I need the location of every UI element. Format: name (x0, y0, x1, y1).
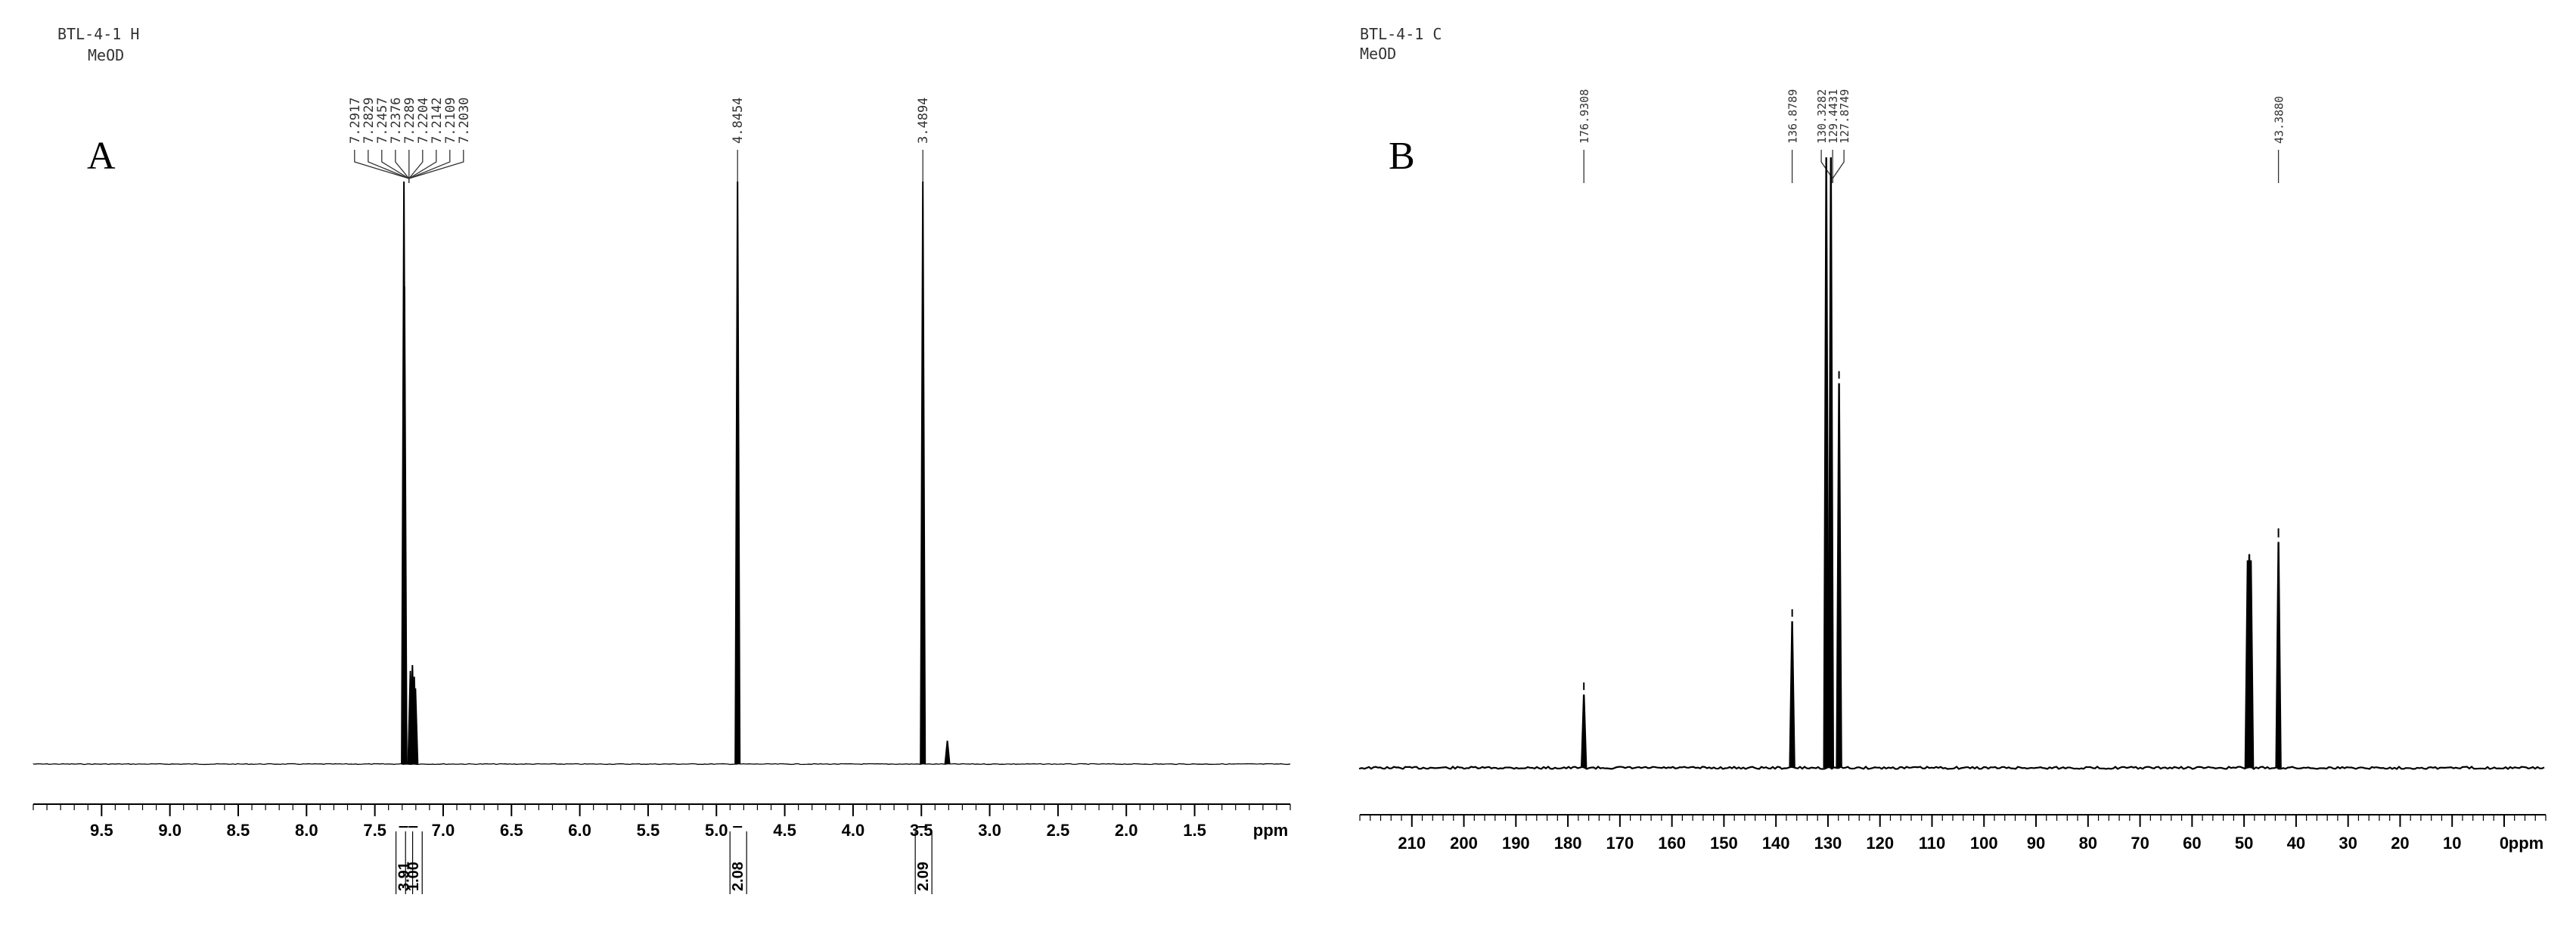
tick-label: 180 (1554, 834, 1582, 853)
spectrum-peak (1827, 157, 1834, 769)
tick-label: 6.5 (500, 821, 523, 840)
peak-label: 7.2289 (402, 98, 417, 144)
tick-label: 200 (1450, 834, 1478, 853)
tick-label: 8.0 (295, 821, 318, 840)
integral-value: 2.09 (915, 862, 932, 891)
tick-label: 50 (2235, 834, 2253, 853)
panel-a-peak-labels: 7.29177.28297.24577.23767.22897.22047.21… (348, 98, 931, 183)
peak-label: 130.3282 (1815, 89, 1829, 144)
tick-label: 2.0 (1115, 821, 1138, 840)
tick-label: 120 (1866, 834, 1894, 853)
panel-a-letter: A (87, 135, 116, 178)
tick-label: 210 (1398, 834, 1426, 853)
tick-label: 0 (2500, 834, 2509, 853)
carbon-nmr-panel: BTL-4-1 C MeOD B 176.9308 136.8789 130.328… (1358, 25, 2547, 853)
panel-b-peak-labels: 176.9308 136.8789 130.3282129.4431127.8749… (1578, 89, 2286, 183)
spectrum-peak (920, 181, 926, 765)
tick-label: 7.0 (432, 821, 455, 840)
peak-label: 7.2204 (416, 98, 431, 144)
peak-label: 129.4431 (1826, 89, 1840, 144)
panel-a-header-line-2: MeOD (88, 46, 124, 64)
tick-label: 40 (2287, 834, 2305, 853)
axis-unit-label: ppm (2509, 834, 2543, 853)
integral-value: 2.08 (730, 862, 746, 891)
spectrum-peak (1789, 621, 1795, 769)
spectrum-baseline (1358, 765, 2545, 770)
peak-label-connector (408, 150, 464, 183)
tick-label: 70 (2131, 834, 2149, 853)
tick-label: 30 (2339, 834, 2357, 853)
tick-label: 5.5 (637, 821, 660, 840)
tick-label: 20 (2391, 834, 2409, 853)
spectrum-peak (2247, 560, 2255, 769)
spectrum-peak (944, 741, 951, 765)
tick-label: 4.5 (773, 821, 796, 840)
spectrum-peak (2275, 542, 2282, 769)
integral-value: 1.00 (405, 862, 422, 891)
tick-label: 170 (1606, 834, 1634, 853)
tick-label: 130 (1814, 834, 1842, 853)
spectrum-peak (1836, 383, 1842, 769)
peak-label: 7.2109 (443, 98, 458, 144)
panel-b-header-line-2: MeOD (1360, 45, 1396, 63)
tick-label: 140 (1762, 834, 1790, 853)
panel-a-integrals: 3.911.00 2.08 2.09 (395, 826, 933, 894)
panel-a-header-line-1: BTL-4-1 H (57, 25, 139, 43)
panel-b-letter: B (1389, 135, 1415, 178)
tick-label: 160 (1658, 834, 1686, 853)
tick-label: 90 (2027, 834, 2045, 853)
axis-unit-label: ppm (1253, 821, 1288, 840)
tick-label: 4.0 (842, 821, 865, 840)
peak-label: 3.4894 (916, 98, 931, 144)
tick-label: 6.0 (568, 821, 591, 840)
peak-label: 7.2829 (362, 98, 377, 144)
peak-label: 7.2142 (430, 98, 445, 144)
tick-label: 190 (1502, 834, 1530, 853)
tick-label: 100 (1970, 834, 1998, 853)
tick-label: 1.5 (1183, 821, 1206, 840)
peak-label-connector (1832, 150, 1845, 183)
peak-label: 7.2457 (375, 98, 390, 144)
tick-label: 3.0 (978, 821, 1001, 840)
tick-label: 9.0 (158, 821, 182, 840)
panel-b-header-line-1: BTL-4-1 C (1360, 25, 1442, 43)
tick-label: 10 (2443, 834, 2461, 853)
integral-value: 3.91 (396, 862, 413, 891)
tick-label: 2.5 (1047, 821, 1070, 840)
tick-label: 8.5 (227, 821, 250, 840)
tick-label: 5.0 (705, 821, 728, 840)
panel-b-x-axis: 210 200 190 180 170 160 150 140 130 120 110 100 90 80… (1359, 814, 2547, 853)
tick-label: 3.5 (910, 821, 933, 840)
panel-b-spectrum (1358, 157, 2545, 770)
spectrum-peak (1823, 157, 1830, 769)
tick-label: 150 (1710, 834, 1738, 853)
panel-a-x-axis: 9.5 9.0 8.5 8.0 7.5 7.0 6.5 6.0 5.5 5.0 4.5 4.0 3.5 3… (33, 803, 1291, 840)
peak-label: 7.2376 (389, 98, 404, 144)
tick-label: 80 (2079, 834, 2097, 853)
spectrum-peak (412, 688, 419, 765)
panel-a-spectrum (33, 181, 1291, 766)
spectrum-peak (401, 286, 408, 765)
tick-label: 9.5 (90, 821, 113, 840)
spectrum-peak (734, 181, 741, 765)
peak-label: 43.3880 (2273, 96, 2286, 144)
peak-label: 136.8789 (1786, 89, 1800, 144)
peak-label: 7.2917 (348, 98, 363, 144)
peak-label: 127.8749 (1838, 89, 1851, 144)
proton-nmr-panel: BTL-4-1 H MeOD A 7.29177.28297.24577.237… (33, 25, 1291, 894)
spectrum-peak (1581, 694, 1587, 769)
peak-label: 4.8454 (731, 98, 746, 144)
tick-label: 7.5 (363, 821, 386, 840)
peak-label: 176.9308 (1578, 89, 1591, 144)
spectrum-baseline (33, 763, 1291, 766)
tick-label: 60 (2183, 834, 2201, 853)
peak-label: 7.2030 (457, 98, 472, 144)
tick-label: 110 (1919, 834, 1946, 853)
